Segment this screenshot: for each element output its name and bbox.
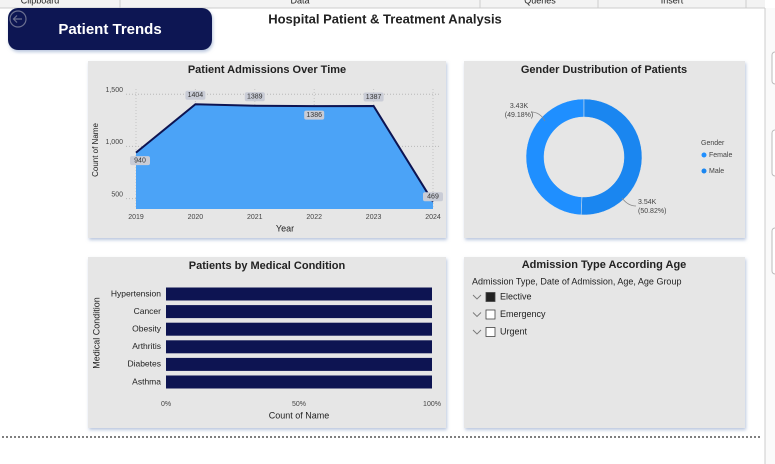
slicer-item[interactable]: Urgent bbox=[500, 326, 528, 336]
ribbon-item[interactable]: Insert bbox=[661, 0, 684, 5]
pane-control[interactable] bbox=[771, 129, 775, 177]
slicer-item[interactable]: Elective bbox=[500, 291, 532, 301]
data-label: 1389 bbox=[247, 94, 263, 101]
x-tick-label: 50% bbox=[292, 401, 306, 408]
bar bbox=[166, 287, 432, 301]
leader-line bbox=[621, 197, 637, 207]
expand-chevron[interactable] bbox=[472, 329, 482, 335]
y-tick-label: Arthritis bbox=[132, 341, 161, 351]
slicer-subtitle: Admission Type, Date of Admission, Age, … bbox=[472, 276, 681, 286]
data-label: 3.54K bbox=[638, 199, 657, 206]
y-tick-label: 1,500 bbox=[105, 87, 123, 94]
area-fill bbox=[136, 104, 433, 209]
x-tick-label: 2019 bbox=[128, 214, 144, 221]
x-tick-label: 0% bbox=[161, 401, 171, 408]
y-tick-label: 500 bbox=[111, 191, 123, 198]
pane-control[interactable] bbox=[771, 227, 775, 275]
nav-button[interactable] bbox=[8, 8, 212, 50]
x-axis-title: Count of Name bbox=[269, 410, 330, 420]
ribbon bbox=[0, 0, 765, 8]
checkbox[interactable] bbox=[485, 292, 496, 302]
y-axis-title: Count of Name bbox=[91, 123, 100, 177]
bar bbox=[166, 305, 432, 319]
data-label-bg bbox=[130, 156, 150, 166]
data-label-bg bbox=[244, 92, 265, 102]
legend-title: Gender bbox=[701, 140, 725, 147]
legend-label: Male bbox=[709, 168, 724, 175]
data-label-share: (49.18%) bbox=[505, 112, 533, 119]
data-label: 469 bbox=[427, 194, 439, 201]
ribbon-item[interactable]: Data bbox=[290, 0, 309, 5]
expand-chevron[interactable] bbox=[472, 312, 482, 318]
y-tick-label: Obesity bbox=[132, 323, 162, 333]
slicer-list: Elective Emergency Urgent bbox=[472, 291, 546, 337]
bar bbox=[166, 322, 432, 336]
chart-title: Patients by Medical Condition bbox=[189, 260, 346, 272]
bar bbox=[166, 357, 432, 371]
slicer-item[interactable]: Emergency bbox=[500, 309, 546, 319]
x-tick-label: 2021 bbox=[247, 214, 263, 221]
x-tick-label: 2023 bbox=[366, 214, 382, 221]
ribbon-item[interactable]: Clipboard bbox=[21, 0, 60, 5]
data-label: 1387 bbox=[366, 94, 382, 101]
panel bbox=[464, 257, 745, 428]
donut-slice bbox=[580, 98, 643, 216]
data-label: 940 bbox=[134, 157, 146, 164]
back-icon[interactable] bbox=[9, 10, 27, 28]
leader-line bbox=[530, 111, 546, 122]
y-tick-label: 1,000 bbox=[105, 139, 123, 146]
checkbox[interactable] bbox=[485, 309, 496, 320]
slicer-title: Admission Type According Age bbox=[522, 259, 687, 271]
data-label: 1404 bbox=[188, 92, 204, 99]
pane-control[interactable] bbox=[771, 51, 775, 85]
data-label: 1386 bbox=[306, 112, 322, 119]
x-axis-title: Year bbox=[276, 223, 294, 233]
bar bbox=[166, 340, 432, 354]
data-label-bg bbox=[185, 90, 206, 100]
chart-title: Patient Admissions Over Time bbox=[188, 64, 346, 76]
data-label-bg bbox=[304, 110, 325, 120]
x-tick-label: 2022 bbox=[306, 214, 322, 221]
y-tick-label: Diabetes bbox=[127, 359, 161, 369]
back-arrow bbox=[12, 15, 22, 23]
line bbox=[135, 103, 434, 203]
chart-title: Gender Dustribution of Patients bbox=[521, 64, 687, 76]
x-tick-label: 2024 bbox=[425, 214, 441, 221]
y-tick-label: Cancer bbox=[134, 306, 162, 316]
x-tick-label: 100% bbox=[423, 401, 441, 408]
data-label: 3.43K bbox=[510, 103, 529, 110]
data-label-share: (50.82%) bbox=[638, 208, 666, 215]
checkbox[interactable] bbox=[485, 327, 496, 337]
data-label-bg bbox=[423, 192, 443, 202]
y-tick-label: Hypertension bbox=[111, 288, 161, 298]
x-tick-label: 2020 bbox=[188, 214, 204, 221]
side-pane bbox=[765, 8, 775, 464]
legend-label: Female bbox=[709, 152, 732, 159]
y-axis-title: Medical Condition bbox=[91, 297, 101, 369]
expand-chevron[interactable] bbox=[472, 294, 482, 300]
page-title: Hospital Patient & Treatment Analysis bbox=[268, 11, 502, 26]
donut-slice bbox=[525, 98, 585, 216]
bar bbox=[166, 375, 432, 389]
y-tick-label: Asthma bbox=[132, 376, 161, 386]
legend-swatch bbox=[701, 152, 707, 158]
legend-swatch bbox=[701, 168, 707, 174]
ribbon-item[interactable]: Queries bbox=[524, 0, 556, 5]
nav-button-label[interactable]: Patient Trends bbox=[58, 21, 161, 38]
data-label-bg bbox=[363, 92, 384, 102]
